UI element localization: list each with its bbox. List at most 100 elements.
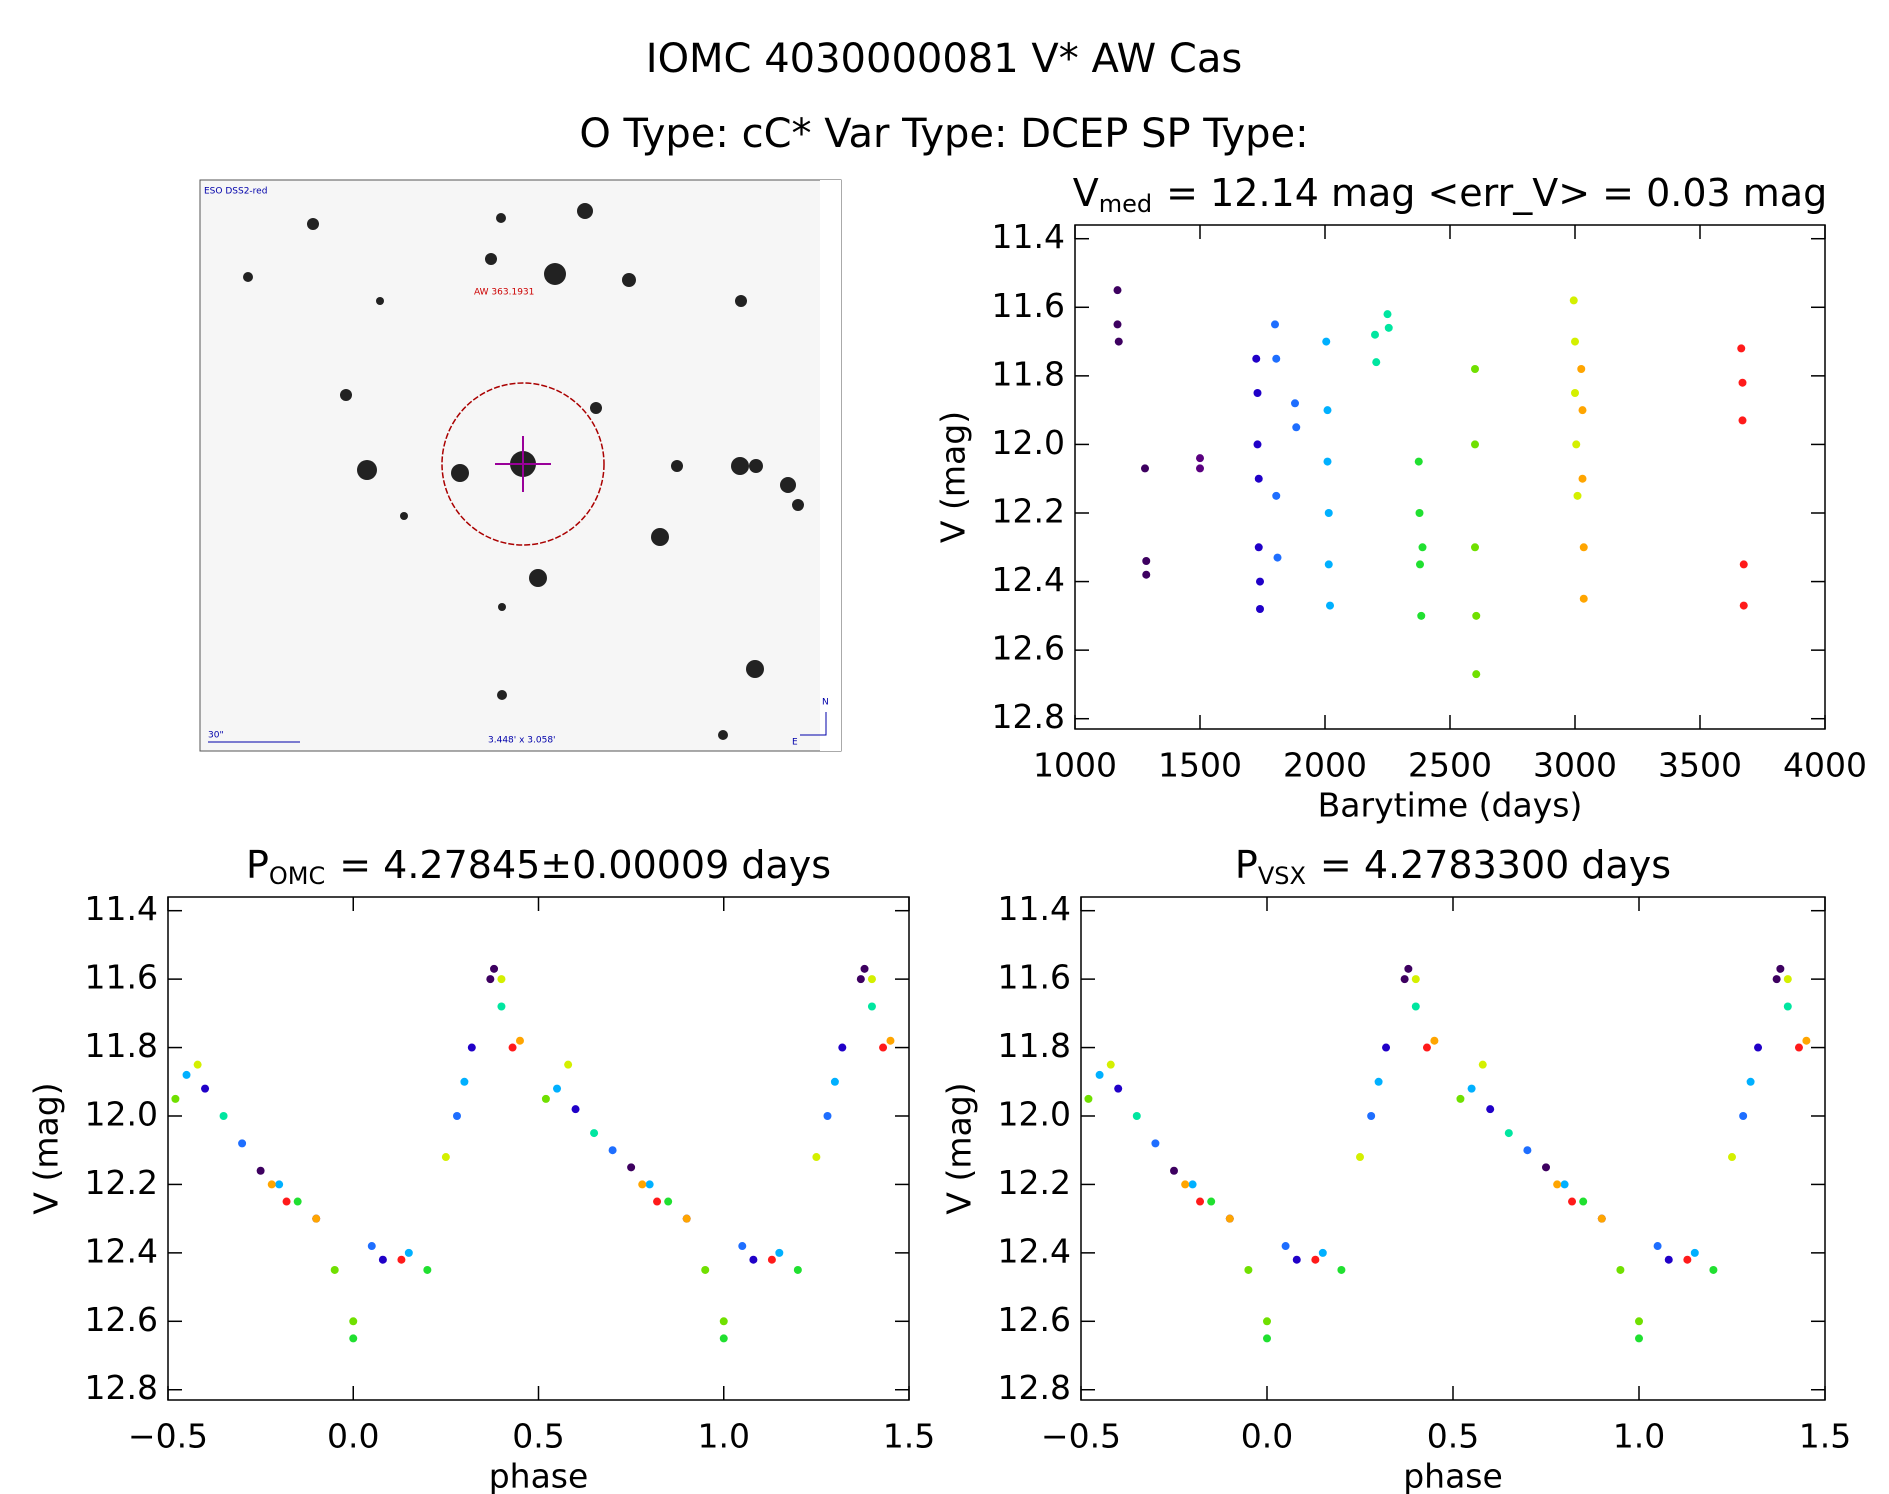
y-tick-label: 11.8: [998, 1026, 1071, 1065]
title-symbol: V: [1073, 171, 1099, 215]
title-text: = 12.14 mag <err_V> = 0.03 mag: [1166, 171, 1827, 215]
data-point: [423, 1265, 432, 1274]
data-point: [590, 1129, 599, 1138]
data-point: [1411, 1002, 1420, 1011]
y-tick-label: 12.4: [85, 1231, 158, 1270]
data-point: [1478, 1060, 1487, 1069]
stars: [243, 203, 804, 740]
data-point: [1225, 1214, 1234, 1223]
data-point: [1418, 543, 1427, 552]
data-point: [1337, 1265, 1346, 1274]
data-point: [1776, 964, 1785, 973]
data-point: [1253, 440, 1262, 449]
data-point: [1384, 323, 1393, 332]
data-point: [682, 1214, 691, 1223]
compass: [800, 712, 827, 736]
x-tick-label: 2000: [1283, 746, 1367, 785]
data-point: [1417, 611, 1426, 620]
data-point: [838, 1043, 847, 1052]
data-point: [171, 1094, 180, 1103]
data-point: [541, 1094, 550, 1103]
data-point: [1142, 570, 1151, 579]
data-point: [467, 1043, 476, 1052]
field-label: 3.448' x 3.058': [488, 736, 556, 746]
data-point: [1271, 320, 1279, 329]
y-tick-label: 12.6: [998, 1300, 1071, 1339]
y-axis-label: V (mag): [27, 1082, 66, 1214]
data-point: [460, 1077, 469, 1086]
data-point: [1579, 594, 1588, 603]
data-point: [1616, 1265, 1625, 1274]
data-point: [886, 1036, 895, 1045]
target-circle: [441, 382, 605, 546]
data-point: [767, 1255, 776, 1264]
data-point: [1572, 440, 1581, 449]
data-point: [330, 1265, 339, 1274]
y-tick-label: 12.0: [85, 1094, 158, 1133]
data-point: [497, 975, 506, 984]
y-tick-label: 11.6: [992, 286, 1065, 325]
data-point: [653, 1197, 662, 1206]
data-point: [1311, 1255, 1320, 1264]
data-point: [1151, 1139, 1160, 1148]
data-point: [497, 1002, 506, 1011]
data-point: [867, 1002, 876, 1011]
data-point: [1256, 605, 1264, 613]
data-point: [553, 1084, 562, 1093]
data-point: [452, 1111, 461, 1120]
data-point: [738, 1242, 747, 1251]
x-tick-label: 3000: [1533, 746, 1617, 785]
x-tick-label: −0.5: [1041, 1417, 1121, 1456]
data-point: [1746, 1077, 1755, 1086]
data-point: [1578, 474, 1587, 483]
data-point: [275, 1180, 284, 1189]
title-subscript: VSX: [1258, 862, 1306, 890]
data-point: [367, 1242, 376, 1251]
data-point: [1414, 457, 1423, 466]
data-point: [1416, 560, 1424, 569]
y-tick-label: 12.2: [992, 492, 1065, 531]
y-tick-label: 12.4: [998, 1231, 1071, 1270]
data-point: [1597, 1214, 1606, 1223]
finder-image: ESO DSS2-red AW 363.1931 30" 3.448' x 3.…: [199, 179, 842, 752]
data-point: [349, 1334, 358, 1343]
y-tick-label: 11.4: [85, 889, 158, 928]
y-tick-label: 11.6: [998, 958, 1071, 997]
x-tick-label: 0.0: [1241, 1417, 1293, 1456]
data-point: [1383, 310, 1392, 319]
data-point: [1794, 1043, 1803, 1052]
image-edge: [820, 180, 841, 751]
data-point: [515, 1036, 524, 1045]
x-tick-label: 1.5: [883, 1417, 935, 1456]
data-point: [1471, 440, 1479, 449]
page-subtitle: O Type: cC* Var Type: DCEP SP Type:: [579, 111, 1308, 157]
data-point: [1244, 1265, 1253, 1274]
data-point: [1569, 296, 1578, 305]
data-point: [719, 1334, 728, 1343]
data-point: [1754, 1043, 1763, 1052]
data-point: [1571, 337, 1579, 346]
data-point: [1411, 975, 1420, 984]
data-point: [1323, 457, 1332, 466]
data-point: [1252, 354, 1261, 363]
data-point: [1272, 354, 1281, 363]
data-point: [1568, 1197, 1577, 1206]
data-point: [719, 1317, 728, 1326]
data-point: [349, 1317, 358, 1326]
data-point: [1690, 1248, 1699, 1257]
data-point: [1273, 553, 1282, 562]
y-tick-label: 11.4: [998, 889, 1071, 928]
data-point: [1577, 365, 1586, 373]
data-point: [1356, 1153, 1364, 1162]
x-tick-label: 0.0: [327, 1417, 379, 1456]
data-point: [1272, 491, 1281, 500]
data-point: [1415, 509, 1424, 517]
data-point: [1254, 543, 1263, 552]
data-point: [1291, 399, 1299, 408]
y-tick-label: 12.0: [992, 423, 1065, 462]
page-title: IOMC 4030000081 V* AW Cas: [646, 36, 1242, 82]
data-point: [404, 1248, 413, 1257]
data-point: [627, 1163, 636, 1172]
data-point: [1573, 491, 1582, 500]
